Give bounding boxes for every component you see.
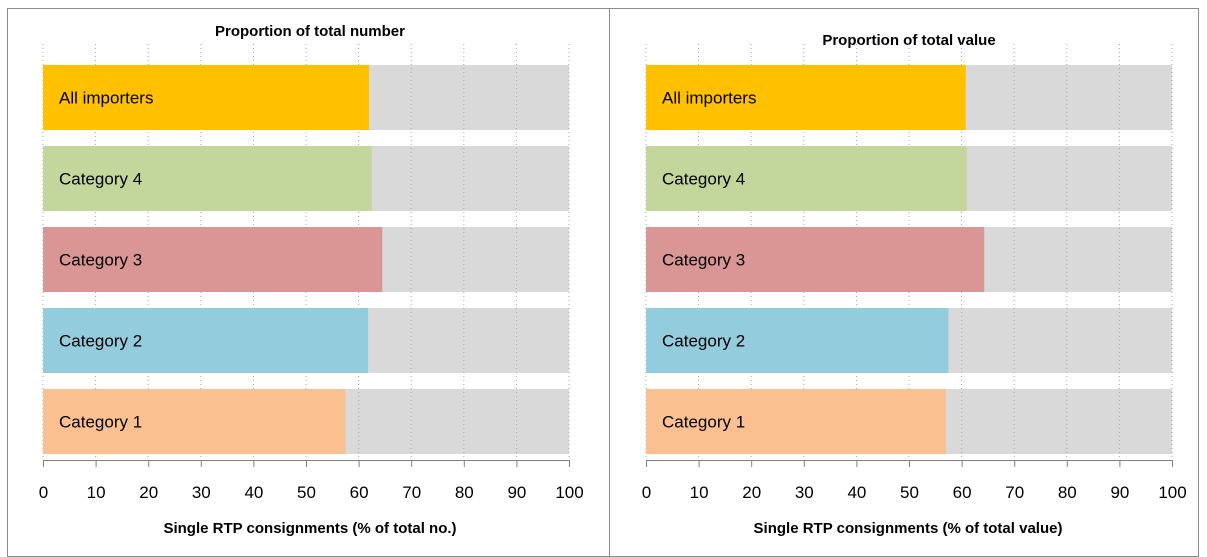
bar-category-2 [43, 308, 369, 373]
x-tick-label: 20 [139, 483, 158, 502]
x-tick-label: 80 [455, 483, 474, 502]
x-tick-label: 40 [244, 483, 263, 502]
category-label: Category 2 [662, 332, 745, 351]
bar-category-1 [646, 389, 946, 454]
x-tick-label: 0 [642, 483, 651, 502]
x-tick-label: 70 [402, 483, 421, 502]
bar-all-importers [646, 65, 966, 130]
bar-all-importers [43, 65, 370, 130]
x-tick-label: 90 [1110, 483, 1129, 502]
category-label: Category 3 [59, 251, 142, 270]
chart-title: Proportion of total value [822, 32, 995, 49]
x-tick-label: 0 [39, 483, 48, 502]
x-tick-label: 50 [900, 483, 919, 502]
bar-category-4 [646, 146, 967, 211]
x-tick-label: 10 [87, 483, 106, 502]
x-tick-label: 80 [1058, 483, 1077, 502]
x-tick-label: 10 [690, 483, 709, 502]
bar-category-4 [43, 146, 372, 211]
x-tick-label: 100 [555, 483, 583, 502]
x-tick-label: 60 [350, 483, 369, 502]
x-axis-label: Single RTP consignments (% of total valu… [754, 520, 1063, 537]
bar-category-2 [646, 308, 949, 373]
x-tick-label: 90 [507, 483, 526, 502]
x-tick-label: 50 [297, 483, 316, 502]
chart-title: Proportion of total number [215, 23, 405, 40]
x-axis-label: Single RTP consignments (% of total no.) [163, 520, 456, 537]
bar-category-1 [43, 389, 346, 454]
category-label: Category 4 [59, 170, 142, 189]
bar-category-3 [646, 227, 985, 292]
x-tick-label: 60 [953, 483, 972, 502]
x-tick-label: 20 [742, 483, 761, 502]
category-label: Category 2 [59, 332, 142, 351]
bar-category-3 [43, 227, 383, 292]
x-tick-label: 100 [1158, 483, 1186, 502]
category-label: Category 1 [59, 413, 142, 432]
category-label: All importers [662, 89, 756, 108]
category-label: All importers [59, 89, 153, 108]
chart-value: Proportion of total value All importers Ca… [642, 32, 1187, 537]
x-tick-label: 30 [192, 483, 211, 502]
chart-number: Proportion of total number All importers C… [39, 23, 584, 537]
x-tick-label: 70 [1005, 483, 1024, 502]
category-label: Category 3 [662, 251, 745, 270]
x-tick-label: 40 [847, 483, 866, 502]
category-label: Category 4 [662, 170, 745, 189]
category-label: Category 1 [662, 413, 745, 432]
x-tick-label: 30 [795, 483, 814, 502]
